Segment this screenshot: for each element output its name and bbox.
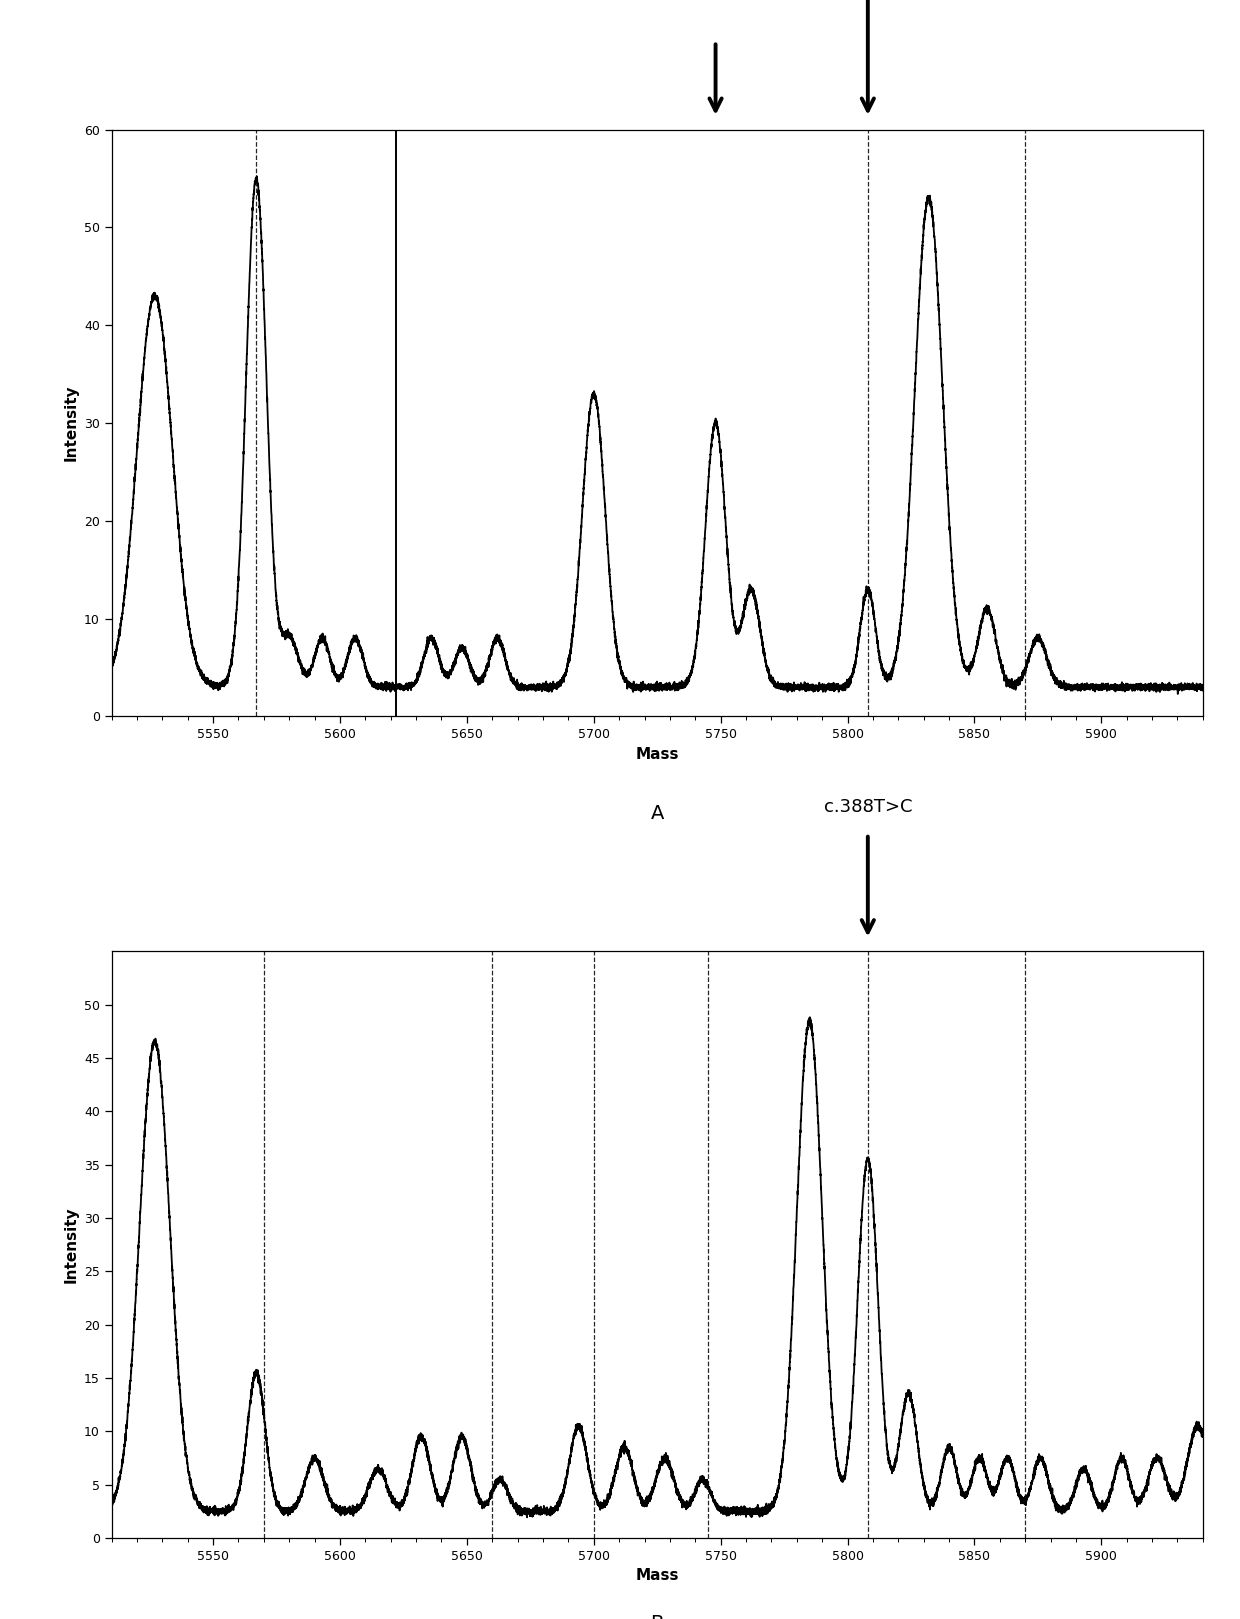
Y-axis label: Intensity: Intensity bbox=[63, 1206, 78, 1282]
Text: A: A bbox=[651, 805, 663, 824]
Text: B: B bbox=[651, 1614, 663, 1619]
Text: c.388T>C: c.388T>C bbox=[823, 798, 913, 816]
Y-axis label: Intensity: Intensity bbox=[63, 385, 78, 461]
X-axis label: Mass: Mass bbox=[635, 1569, 680, 1583]
X-axis label: Mass: Mass bbox=[635, 746, 680, 763]
